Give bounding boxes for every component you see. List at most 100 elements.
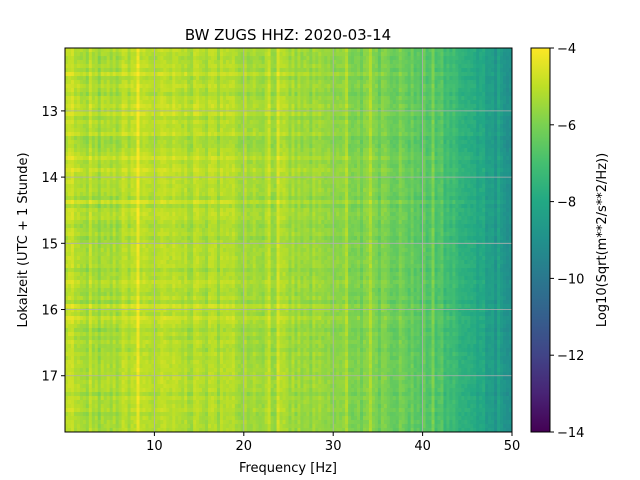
heatmap-cell [112, 188, 117, 193]
heatmap-cell [127, 352, 132, 357]
heatmap-cell [163, 424, 167, 429]
heatmap-cell [163, 220, 167, 225]
heatmap-cell [166, 348, 170, 353]
heatmap-cell [67, 388, 72, 393]
heatmap-cell [130, 264, 135, 269]
heatmap-cell [208, 336, 212, 341]
heatmap-cell [166, 112, 170, 117]
heatmap-cell [196, 348, 200, 353]
heatmap-cell [124, 156, 129, 161]
heatmap-cell [211, 368, 215, 373]
heatmap-cell [214, 264, 218, 269]
heatmap-cell [100, 132, 105, 137]
heatmap-cell [187, 56, 191, 61]
heatmap-cell [106, 372, 111, 377]
heatmap-cell [118, 196, 123, 201]
heatmap-cell [211, 164, 215, 169]
heatmap-cell [196, 84, 200, 89]
heatmap-cell [82, 396, 87, 401]
heatmap-cell [175, 96, 179, 101]
heatmap-cell [163, 320, 167, 325]
heatmap-cell [151, 228, 155, 233]
heatmap-cell [65, 288, 69, 293]
heatmap-cell [85, 164, 90, 169]
heatmap-cell [94, 192, 99, 197]
heatmap-cell [88, 368, 93, 373]
heatmap-cell [124, 152, 129, 157]
heatmap-cell [154, 184, 158, 189]
heatmap-cell [73, 132, 78, 137]
heatmap-cell [118, 324, 123, 329]
heatmap-cell [181, 96, 185, 101]
heatmap-cell [103, 160, 108, 165]
heatmap-cell [97, 84, 102, 89]
heatmap-cell [136, 328, 141, 333]
heatmap-cell [121, 72, 126, 77]
heatmap-cell [145, 364, 150, 369]
heatmap-cell [115, 252, 120, 257]
heatmap-cell [73, 416, 78, 421]
heatmap-cell [112, 404, 117, 409]
heatmap-cell [97, 316, 102, 321]
heatmap-cell [67, 348, 72, 353]
heatmap-cell [127, 324, 132, 329]
heatmap-cell [178, 248, 182, 253]
heatmap-cell [118, 80, 123, 85]
heatmap-cell [76, 420, 81, 425]
heatmap-cell [187, 428, 191, 432]
heatmap-cell [205, 364, 209, 369]
heatmap-cell [97, 156, 102, 161]
heatmap-cell [82, 372, 87, 377]
heatmap-cell [163, 96, 167, 101]
heatmap-cell [166, 100, 170, 105]
heatmap-cell [157, 332, 161, 337]
heatmap-cell [160, 304, 164, 309]
heatmap-cell [199, 272, 203, 277]
heatmap-cell [205, 56, 209, 61]
heatmap-cell [85, 192, 90, 197]
heatmap-cell [142, 56, 147, 61]
heatmap-cell [172, 68, 176, 73]
heatmap-cell [106, 240, 111, 245]
heatmap-cell [88, 196, 93, 201]
heatmap-cell [118, 340, 123, 345]
heatmap-cell [76, 360, 81, 365]
heatmap-cell [163, 136, 167, 141]
heatmap-cell [214, 208, 218, 213]
heatmap-cell [136, 120, 141, 125]
heatmap-cell [133, 144, 138, 149]
heatmap-cell [169, 172, 173, 177]
heatmap-cell [181, 356, 185, 361]
heatmap-cell [216, 208, 221, 213]
heatmap-cell [199, 164, 203, 169]
heatmap-cell [82, 56, 87, 61]
heatmap-cell [205, 276, 209, 281]
heatmap-cell [88, 48, 93, 53]
heatmap-cell [142, 228, 147, 233]
heatmap-cell [112, 268, 117, 273]
heatmap-cell [169, 168, 173, 173]
heatmap-cell [70, 76, 75, 81]
heatmap-cell [70, 236, 75, 241]
heatmap-cell [70, 296, 75, 301]
heatmap-cell [202, 208, 206, 213]
heatmap-cell [88, 68, 93, 73]
heatmap-cell [70, 136, 75, 141]
heatmap-cell [187, 172, 191, 177]
heatmap-cell [136, 292, 141, 297]
heatmap-cell [142, 280, 147, 285]
heatmap-cell [94, 244, 99, 249]
heatmap-cell [133, 372, 138, 377]
heatmap-cell [142, 92, 147, 97]
heatmap-cell [103, 288, 108, 293]
heatmap-cell [196, 252, 200, 257]
heatmap-cell [67, 264, 72, 269]
heatmap-cell [65, 420, 69, 425]
heatmap-cell [205, 300, 209, 305]
heatmap-cell [175, 268, 179, 273]
heatmap-cell [85, 400, 90, 405]
heatmap-cell [91, 204, 96, 209]
heatmap-cell [142, 52, 147, 57]
heatmap-cell [196, 72, 200, 77]
heatmap-cell [65, 124, 69, 129]
